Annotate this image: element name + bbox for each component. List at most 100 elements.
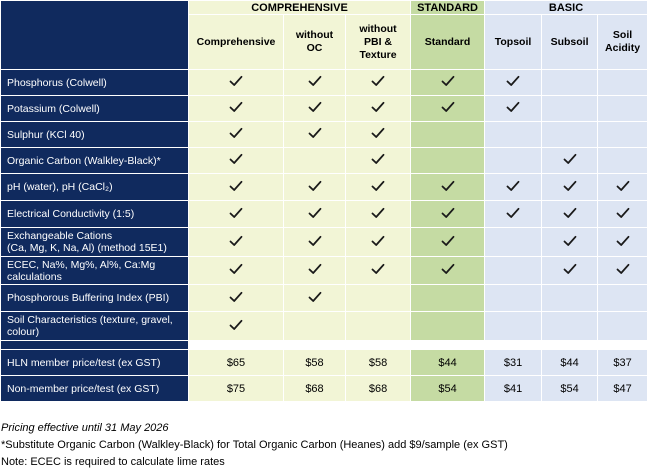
test-cell [283,284,346,312]
test-row: Organic Carbon (Walkley-Black)* [0,147,647,174]
test-cell [344,311,412,341]
price-value: $37 [597,349,647,376]
test-cell [484,121,543,148]
test-cell [188,121,284,148]
test-label: Phosphorous Buffering Index (PBI) [0,284,189,312]
check-icon [308,180,322,195]
check-icon [371,263,385,278]
spacer-row [0,340,647,350]
test-cell [541,95,599,122]
price-label: HLN member price/test (ex GST) [0,349,189,376]
check-icon [441,101,455,116]
price-label: Non-member price/test (ex GST) [0,375,189,402]
check-icon [371,75,385,90]
check-icon [371,207,385,222]
column-header: Soil Acidity [597,14,647,70]
test-cell [344,227,412,257]
price-value: $31 [484,349,543,376]
price-value: $58 [344,349,412,376]
test-cell [344,256,412,285]
test-cell [541,256,599,285]
test-cell [188,311,284,341]
test-cell [344,147,412,174]
check-icon [371,101,385,116]
test-cell [484,173,543,201]
test-cell [597,256,647,285]
test-cell [344,173,412,201]
test-cell [484,227,543,257]
check-icon [616,263,630,278]
test-cell [484,256,543,285]
test-label: Organic Carbon (Walkley-Black)* [0,147,189,174]
spacer-cell [484,340,542,350]
footnotes: Pricing effective until 31 May 2026 *Sub… [0,420,647,471]
check-icon [229,180,243,195]
check-icon [563,263,577,278]
test-cell [188,69,284,96]
test-cell [541,121,599,148]
test-cell [484,311,543,341]
test-cell [541,227,599,257]
price-value: $54 [410,375,486,402]
group-comprehensive: COMPREHENSIVE [187,0,412,15]
test-row: Sulphur (KCl 40) [0,121,647,148]
test-label: ECEC, Na%, Mg%, Al%, Ca:Mg calculations [0,256,189,285]
test-cell [188,95,284,122]
price-value: $58 [283,349,346,376]
check-icon [229,319,243,334]
test-cell [283,256,346,285]
price-value: $54 [541,375,599,402]
spacer-cell [0,340,189,350]
test-cell [597,69,647,96]
test-cell [541,200,599,228]
substitute-note: *Substitute Organic Carbon (Walkley-Blac… [1,439,508,451]
test-cell [484,200,543,228]
check-icon [563,235,577,250]
column-header: Topsoil [484,14,543,70]
test-cell [410,147,486,174]
price-value: $44 [410,349,486,376]
test-label: Potassium (Colwell) [0,95,189,122]
test-cell [283,95,346,122]
test-cell [484,147,543,174]
check-icon [371,180,385,195]
check-icon [506,101,520,116]
test-row: Phosphorus (Colwell) [0,69,647,96]
check-icon [308,75,322,90]
test-label: Electrical Conductivity (1:5) [0,200,189,228]
test-row: Exchangeable Cations (Ca, Mg, K, Na, Al)… [0,227,647,257]
test-cell [283,69,346,96]
check-icon [229,101,243,116]
test-cell [283,311,346,341]
test-cell [283,173,346,201]
test-cell [484,69,543,96]
column-header: Subsoil [541,14,599,70]
spacer-cell [410,340,485,350]
price-value: $41 [484,375,543,402]
check-icon [506,180,520,195]
test-cell [597,311,647,341]
test-cell [188,147,284,174]
price-value: $68 [344,375,412,402]
check-icon [563,180,577,195]
check-icon [229,263,243,278]
price-value: $75 [188,375,284,402]
group-header-row: COMPREHENSIVE STANDARD BASIC [0,0,647,70]
test-cell [410,95,486,122]
group-basic: BASIC [484,0,647,15]
test-cell [283,121,346,148]
column-header: without OC [283,14,346,70]
test-cell [484,284,543,312]
test-cell [344,284,412,312]
check-icon [441,75,455,90]
test-cell [597,200,647,228]
test-cell [541,147,599,174]
check-icon [371,235,385,250]
test-cell [283,227,346,257]
test-cell [188,284,284,312]
test-cell [188,173,284,201]
check-icon [506,75,520,90]
test-label: Exchangeable Cations (Ca, Mg, K, Na, Al)… [0,227,189,257]
check-icon [616,235,630,250]
